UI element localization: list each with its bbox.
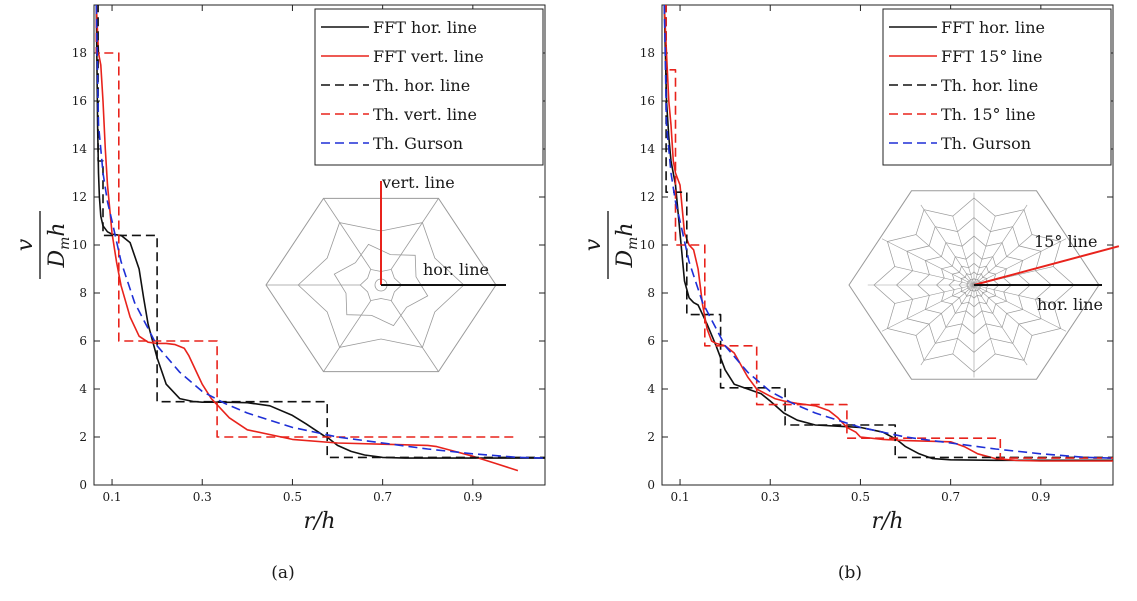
series-line-3	[664, 5, 1113, 459]
y-tick-label: 4	[647, 382, 655, 396]
inset-15deg-line	[973, 245, 1120, 286]
inset-spoke	[952, 284, 975, 355]
x-tick-label: 0.1	[102, 490, 121, 504]
inset-spoke	[973, 215, 996, 286]
chart-a: 0 2 4 6 8 10 12 14 16 18 0.1 0.3 0.5 0.7 0.9 r/h v Dmh ver…	[13, 4, 546, 534]
y-axis-label: v Dmh	[581, 211, 641, 279]
x-tick-label: 0.3	[193, 490, 212, 504]
inset-spoke	[391, 198, 439, 270]
x-tick-label: 0.7	[941, 490, 960, 504]
inset-label-horizontal: hor. line	[1037, 295, 1103, 314]
y-tick-label: 0	[647, 478, 655, 492]
legend-label-4: Th. Gurson	[941, 134, 1031, 153]
y-tick-label: 10	[640, 238, 655, 252]
inset-spoke	[894, 266, 975, 286]
caption-b: (b)	[837, 563, 863, 583]
inset-spoke	[973, 284, 1054, 304]
y-tick-label: 10	[72, 238, 87, 252]
legend-label-1: FFT 15° line	[941, 47, 1042, 66]
inset-spoke	[920, 284, 975, 366]
inset-label-15deg: 15° line	[1034, 232, 1097, 251]
y-tick-label: 2	[647, 430, 655, 444]
inset-spoke	[973, 284, 996, 355]
x-tick-label: 0.9	[1031, 490, 1050, 504]
y-tick-label: 14	[640, 142, 656, 156]
legend-label-4: Th. Gurson	[373, 134, 463, 153]
x-axis-label: r/h	[871, 509, 903, 534]
inset-spoke	[973, 284, 1028, 366]
x-tick-label: 0.1	[670, 490, 689, 504]
inset-spoke	[973, 284, 1067, 332]
inset-label-horizontal: hor. line	[423, 260, 489, 279]
series-group	[95, 5, 545, 472]
y-tick-label: 4	[79, 382, 87, 396]
y-tick-label: 16	[640, 94, 655, 108]
legend-label-1: FFT vert. line	[373, 47, 484, 66]
y-label-numerator: v	[581, 238, 606, 251]
y-tick-label: 2	[79, 430, 87, 444]
series-line-0	[663, 5, 1113, 462]
legend-box	[882, 8, 1112, 166]
legend-label-3: Th. 15° line	[941, 105, 1036, 124]
series-line-4	[663, 5, 1113, 459]
y-label-numerator: v	[13, 238, 38, 251]
inset-ring	[333, 243, 429, 327]
y-tick-label: 8	[79, 286, 87, 300]
legend-label-0: FFT hor. line	[941, 18, 1045, 37]
inset-spoke	[973, 238, 1067, 286]
legend-label-2: Th. hor. line	[373, 76, 470, 95]
series-line-2	[664, 5, 1113, 459]
x-tick-label: 0.5	[283, 490, 302, 504]
legend-box	[314, 8, 544, 166]
legend-label-3: Th. vert. line	[373, 105, 477, 124]
y-tick-label: 6	[647, 334, 655, 348]
x-tick-label: 0.3	[761, 490, 780, 504]
y-tick-label: 18	[640, 46, 655, 60]
y-tick-label: 16	[72, 94, 87, 108]
y-tick-label: 14	[72, 142, 88, 156]
series-line-1	[95, 5, 519, 472]
series-line-4	[95, 5, 545, 459]
inset-label-vertical: vert. line	[381, 173, 455, 192]
y-tick-label: 0	[79, 478, 87, 492]
inset-spoke	[894, 284, 975, 304]
y-label-denominator: Dmh	[613, 222, 641, 268]
x-tick-label: 0.7	[373, 490, 392, 504]
panel-a: 0 2 4 6 8 10 12 14 16 18 0.1 0.3 0.5 0.7 0.9 r/h v Dmh ver…	[0, 0, 568, 597]
inset-spoke	[973, 204, 1028, 286]
inset-spoke	[391, 300, 439, 372]
inset-spoke	[915, 234, 975, 286]
inset-spoke	[881, 238, 975, 286]
y-tick-label: 12	[72, 190, 87, 204]
inset-diagram: vert. line hor. line	[265, 173, 506, 373]
x-axis-label: r/h	[303, 509, 335, 534]
y-tick-label: 8	[647, 286, 655, 300]
series-group	[663, 5, 1113, 462]
y-tick-label: 18	[72, 46, 87, 60]
caption-a: (a)	[271, 563, 295, 583]
y-tick-label: 12	[640, 190, 655, 204]
x-tick-label: 0.5	[851, 490, 870, 504]
legend-label-2: Th. hor. line	[941, 76, 1038, 95]
y-axis-label: v Dmh	[13, 211, 73, 279]
y-label-denominator: Dmh	[45, 222, 73, 268]
chart-b: 0 2 4 6 8 10 12 14 16 18 0.1 0.3 0.5 0.7 0.9 r/h v Dmh 15°…	[581, 4, 1120, 534]
inset-spoke	[952, 215, 975, 286]
y-tick-label: 6	[79, 334, 87, 348]
inset-spoke	[915, 284, 975, 336]
panel-b: 0 2 4 6 8 10 12 14 16 18 0.1 0.3 0.5 0.7 0.9 r/h v Dmh 15°…	[568, 0, 1137, 597]
inset-spoke	[881, 284, 975, 332]
inset-spoke	[973, 284, 1033, 336]
inset-spoke	[973, 234, 1033, 286]
legend-label-0: FFT hor. line	[373, 18, 477, 37]
inset-diagram: 15° line hor. line	[848, 190, 1120, 380]
inset-spoke	[920, 204, 975, 286]
inset-spoke	[323, 198, 371, 270]
series-line-3	[95, 5, 518, 438]
inset-hexagon	[848, 190, 1100, 380]
inset-spoke	[323, 300, 371, 372]
x-tick-label: 0.9	[463, 490, 482, 504]
